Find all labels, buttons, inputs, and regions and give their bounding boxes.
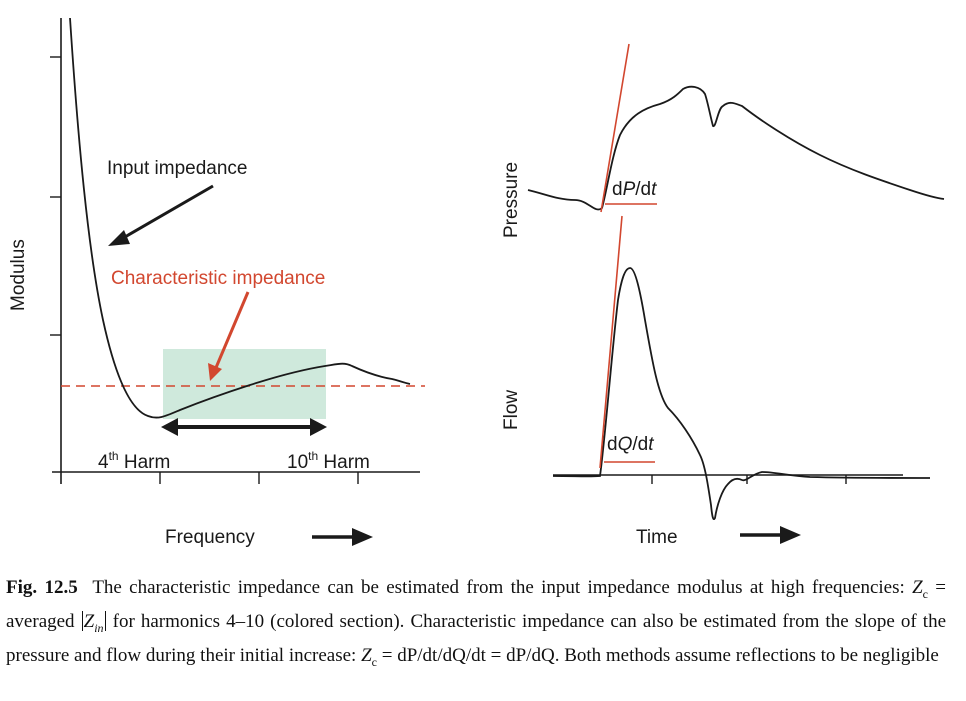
right-panel: dP/dt dQ/dt Pressure Flow Time bbox=[501, 43, 945, 548]
pressure-slope-line bbox=[600, 43, 630, 213]
zc-var: Z bbox=[912, 577, 923, 598]
caption-text-4: . Both methods assume reflections to be … bbox=[554, 644, 939, 666]
characteristic-impedance-arrowhead bbox=[208, 363, 222, 381]
dp-dt-label: dP/dt bbox=[612, 179, 657, 200]
input-impedance-curve bbox=[69, 17, 411, 419]
harmonic-band bbox=[163, 349, 326, 419]
figure: Input impedance Characteristic impedance… bbox=[8, 17, 945, 548]
zin-var: Z bbox=[83, 610, 95, 632]
zin-sub: in bbox=[94, 620, 104, 635]
pressure-curve bbox=[527, 85, 945, 211]
left-panel: Input impedance Characteristic impedance… bbox=[8, 17, 425, 548]
flow-label: Flow bbox=[501, 390, 522, 430]
modulus-label: Modulus bbox=[8, 239, 29, 311]
zc-sub: c bbox=[922, 586, 928, 601]
eq-zc-var: Z bbox=[361, 644, 372, 666]
input-impedance-label: Input impedance bbox=[107, 158, 248, 179]
time-label: Time bbox=[636, 527, 678, 548]
harm-end-label: 10th Harm bbox=[287, 449, 370, 473]
caption-text-2: = averaged bbox=[6, 577, 947, 632]
pressure-label: Pressure bbox=[501, 162, 522, 238]
figure-caption: Fig. 12.5 The characteristic impedance c… bbox=[6, 574, 946, 675]
frequency-label: Frequency bbox=[165, 527, 255, 548]
caption-text-1: The characteristic impedance can be esti… bbox=[92, 577, 913, 598]
eq-zc-sub: c bbox=[371, 654, 377, 669]
harm-start-label: 4th Harm bbox=[98, 449, 170, 473]
eq-text: = dP/dt/dQ/dt = dP/dQ bbox=[377, 644, 555, 666]
caption-text-3: for harmonics 4–10 (colored section). Ch… bbox=[6, 610, 946, 666]
input-impedance-arrowhead bbox=[108, 230, 130, 246]
frequency-arrowhead bbox=[352, 528, 373, 546]
flow-curve bbox=[552, 267, 931, 520]
fig-label: Fig. 12.5 bbox=[6, 577, 78, 598]
input-impedance-arrow bbox=[117, 184, 214, 243]
flow-slope-line bbox=[599, 215, 623, 469]
harmonic-range-arrowhead-right bbox=[310, 418, 327, 436]
characteristic-impedance-label: Characteristic impedance bbox=[111, 268, 325, 289]
time-arrowhead bbox=[780, 526, 801, 544]
dq-dt-label: dQ/dt bbox=[607, 434, 654, 455]
harmonic-range-arrowhead-left bbox=[161, 418, 178, 436]
characteristic-impedance-arrow bbox=[213, 291, 250, 371]
